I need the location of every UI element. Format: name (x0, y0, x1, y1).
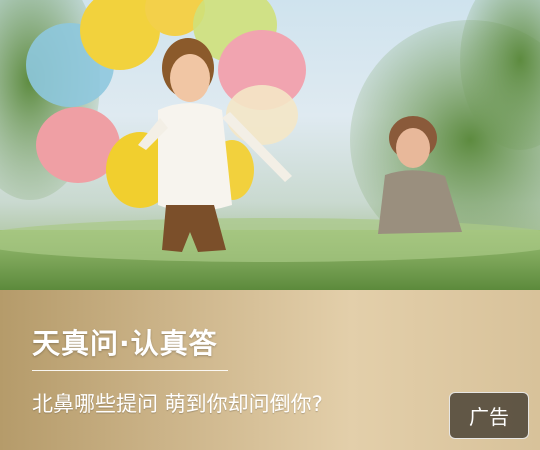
hero-photo[interactable] (0, 0, 540, 290)
woman-shirt (378, 170, 462, 234)
balloon-cluster (26, 0, 306, 208)
child-arm-left (138, 118, 168, 150)
child-arm-right (222, 112, 292, 182)
divider-line (32, 370, 228, 371)
ad-badge: 广告 (449, 392, 529, 439)
balloon-pink-left (36, 107, 120, 183)
child-pants (162, 205, 226, 252)
photo-illustration (0, 0, 540, 290)
ad-headline[interactable]: 北鼻哪些提问 萌到你却问倒你? (32, 392, 323, 416)
tree-far-right (460, 0, 540, 150)
child-shirt (158, 103, 232, 212)
child-face (170, 54, 210, 102)
balloon-yellow-top (80, 0, 160, 70)
balloon-pink-right (218, 30, 306, 110)
child-figure (138, 38, 292, 252)
woman-face (396, 128, 430, 168)
balloon-yellow-small (145, 0, 205, 36)
woman-figure (378, 116, 462, 234)
brand-slogan: 天真问·认真答 (32, 327, 218, 360)
balloon-yellow-low (106, 132, 174, 208)
balloon-cream (226, 85, 298, 145)
